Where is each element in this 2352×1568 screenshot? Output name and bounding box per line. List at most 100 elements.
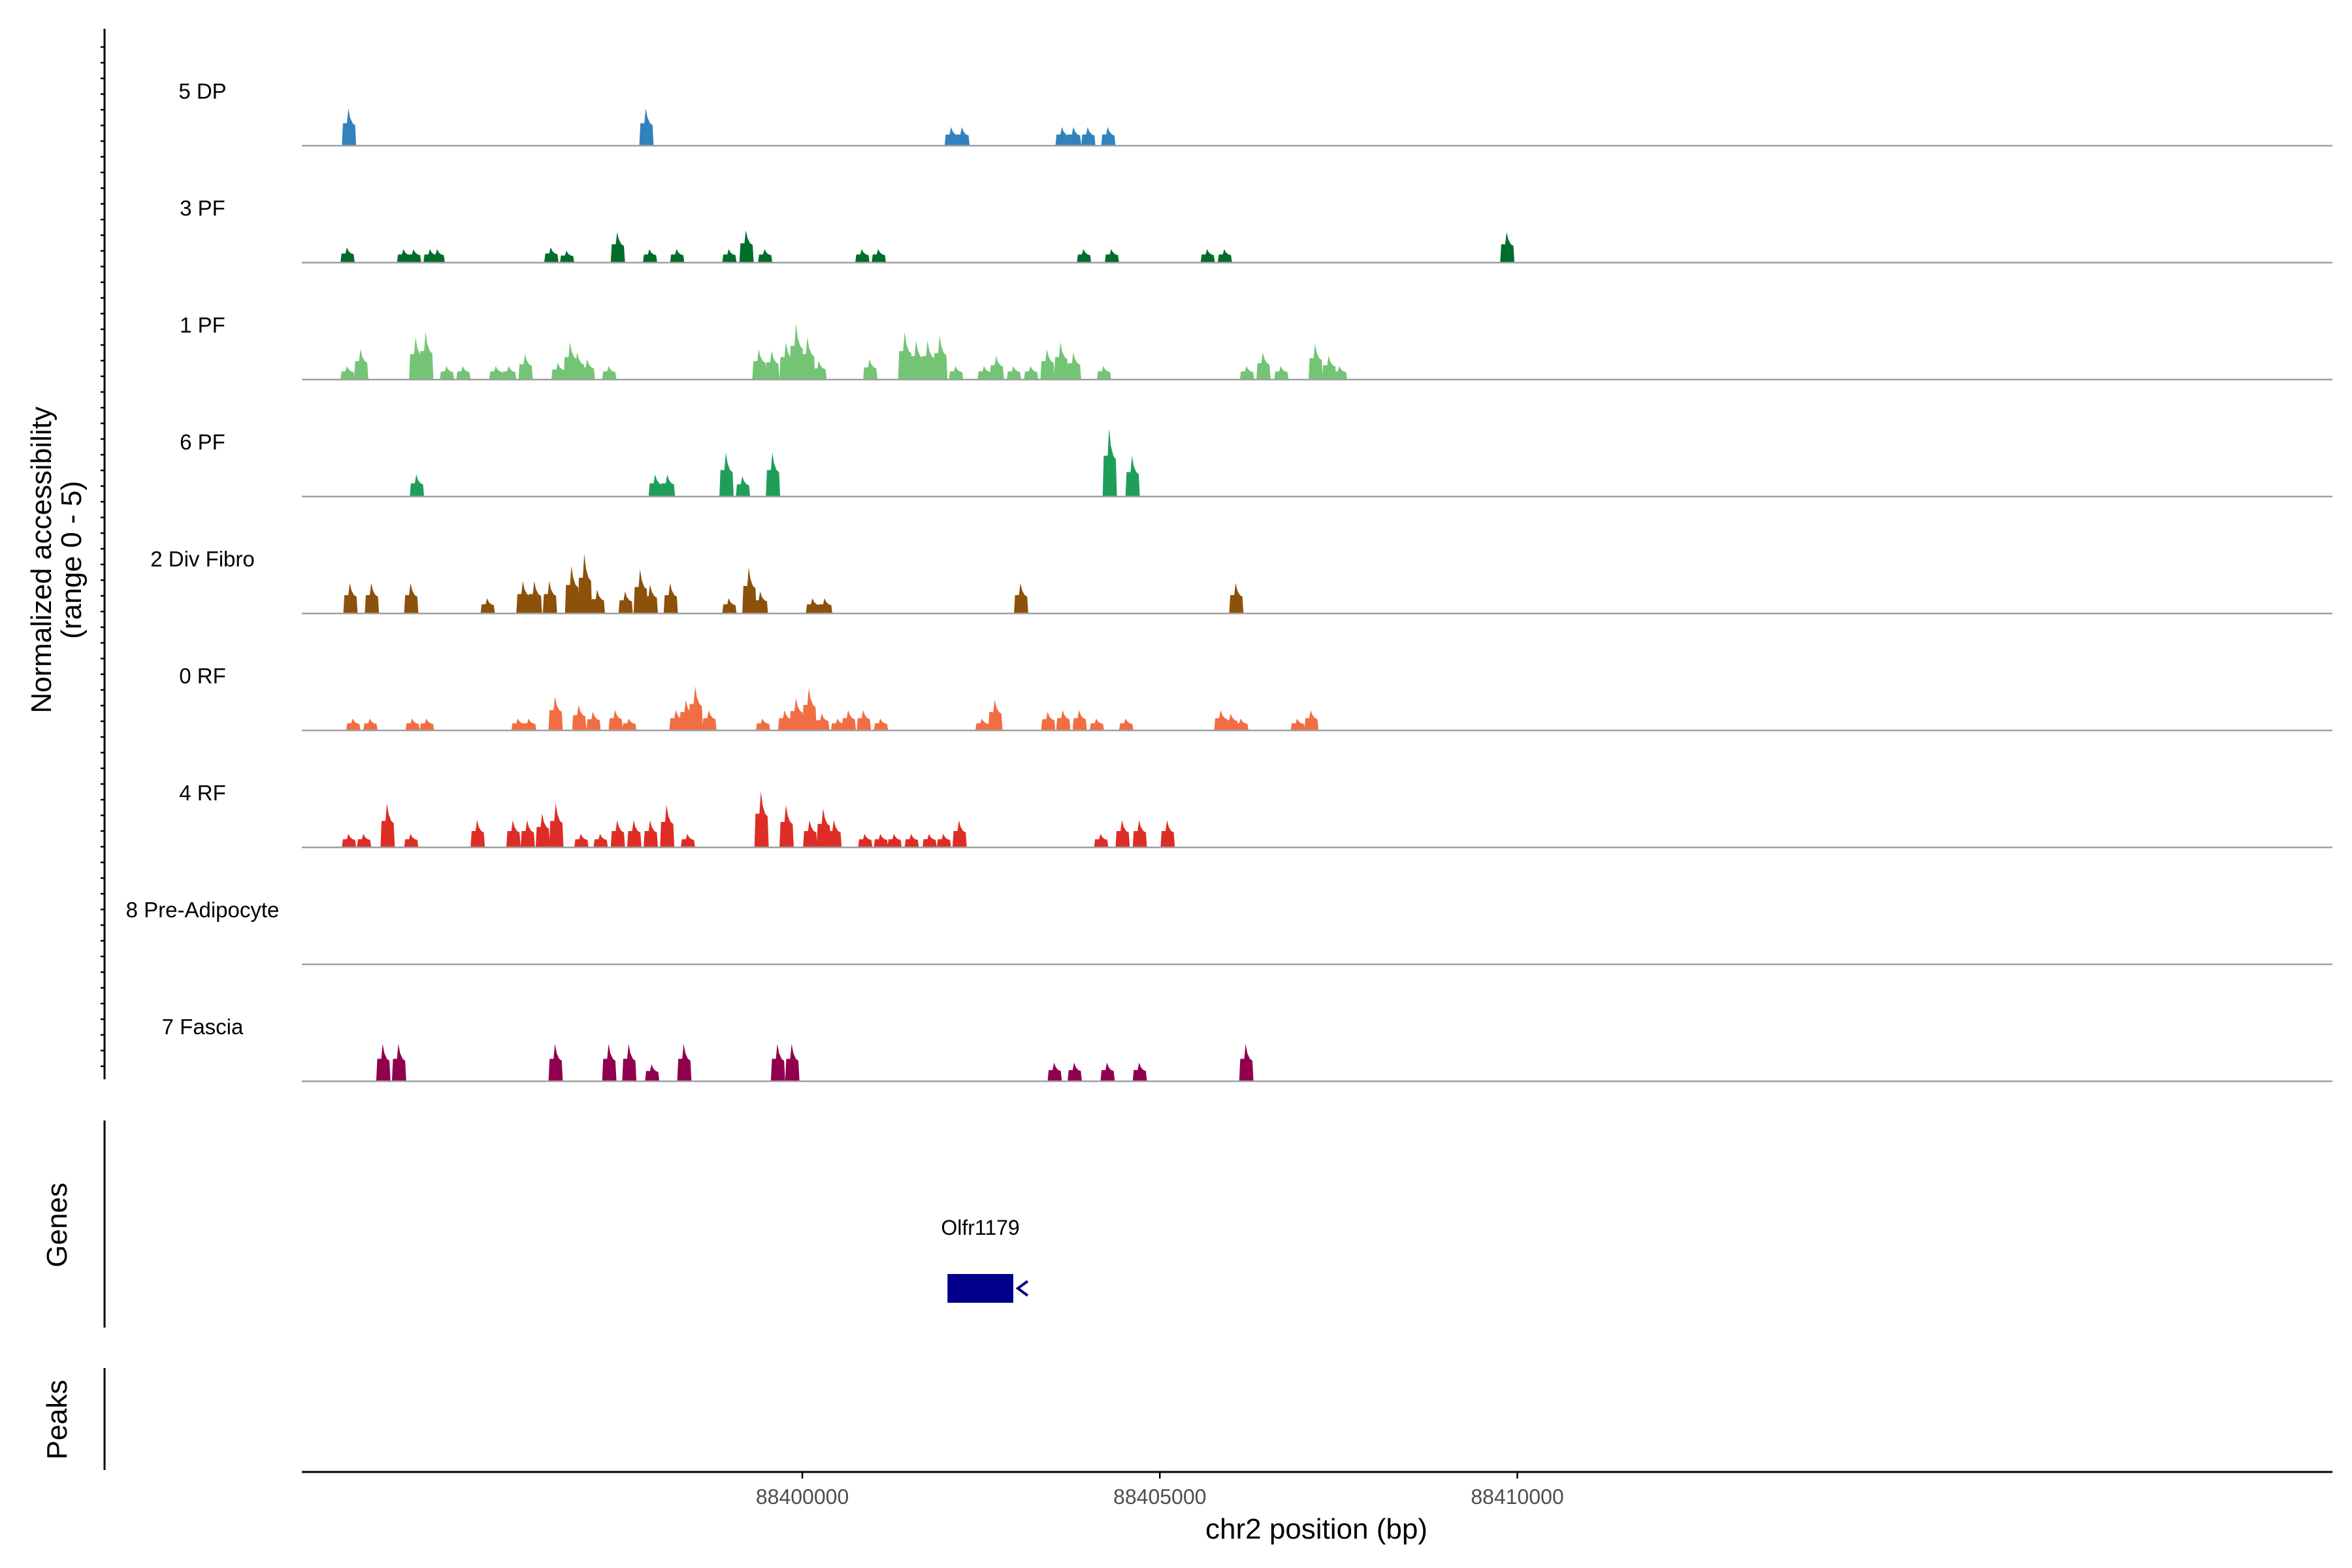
track-label-0-rf: 0 RF bbox=[179, 664, 226, 688]
peak-1-pf-6 bbox=[489, 366, 504, 380]
peak-7-fascia-9 bbox=[1047, 1062, 1062, 1081]
peak-0-rf-17 bbox=[789, 698, 804, 730]
peak-3-pf-11 bbox=[739, 230, 754, 263]
peak-1-pf-27 bbox=[989, 355, 1004, 380]
peak-6-pf-3 bbox=[719, 452, 734, 497]
peak-1-pf-18 bbox=[800, 337, 815, 380]
y-axis-title-line2: (range 0 - 5) bbox=[56, 481, 88, 639]
peak-1-pf-30 bbox=[1040, 349, 1055, 380]
peak-4-rf-30 bbox=[1132, 820, 1147, 847]
peak-0-rf-34 bbox=[1290, 718, 1305, 730]
track-label-1-pf: 1 PF bbox=[180, 313, 225, 337]
peak-1-pf-13 bbox=[602, 366, 617, 380]
peak-3-pf-19 bbox=[1500, 232, 1515, 263]
peak-3-pf-8 bbox=[643, 249, 657, 263]
track-label-4-rf: 4 RF bbox=[179, 781, 226, 805]
peak-0-rf-8 bbox=[586, 711, 601, 730]
peak-3-pf-16 bbox=[1104, 249, 1119, 263]
peak-2-div-fibro-9 bbox=[591, 589, 606, 613]
peak-0-rf-23 bbox=[874, 718, 889, 730]
peak-5-dp-2 bbox=[944, 127, 959, 146]
genes-panel-title: Genes bbox=[41, 1183, 73, 1267]
track-label-8-pre-adipocyte: 8 Pre-Adipocyte bbox=[126, 898, 280, 922]
peak-0-rf-20 bbox=[830, 718, 845, 730]
peak-4-rf-10 bbox=[593, 834, 608, 847]
peak-5-dp-7 bbox=[1101, 127, 1116, 146]
track-4-rf bbox=[302, 791, 2332, 849]
peak-4-rf-15 bbox=[681, 834, 695, 847]
peak-7-fascia-8 bbox=[785, 1043, 800, 1081]
track-label-5-dp: 5 DP bbox=[178, 79, 226, 103]
peak-0-rf-27 bbox=[1056, 710, 1071, 730]
track-label-3-pf: 3 PF bbox=[180, 196, 225, 220]
peak-0-rf-3 bbox=[419, 718, 434, 730]
x-tick-label-0: 88400000 bbox=[756, 1485, 849, 1509]
peak-5-dp-3 bbox=[955, 127, 970, 146]
peak-4-rf-3 bbox=[404, 834, 419, 847]
peak-3-pf-6 bbox=[560, 250, 574, 263]
x-axis-ticks: 88400000 88405000 88410000 bbox=[756, 1472, 1564, 1509]
x-tick-label-1: 88405000 bbox=[1113, 1485, 1206, 1509]
peak-4-rf-27 bbox=[952, 820, 967, 847]
track-0-rf bbox=[302, 686, 2332, 732]
peak-1-pf-28 bbox=[1007, 366, 1021, 380]
peak-2-div-fibro-13 bbox=[663, 583, 678, 613]
peak-4-rf-17 bbox=[779, 805, 794, 847]
peak-0-rf-0 bbox=[346, 718, 361, 730]
peak-4-rf-25 bbox=[922, 834, 937, 847]
peak-6-pf-1 bbox=[648, 474, 663, 497]
peak-1-pf-7 bbox=[502, 366, 517, 380]
peak-0-rf-5 bbox=[522, 718, 536, 730]
peak-3-pf-18 bbox=[1217, 249, 1232, 263]
peak-1-pf-5 bbox=[456, 366, 471, 380]
track-3-pf bbox=[302, 230, 2332, 264]
peak-4-rf-8 bbox=[549, 803, 564, 847]
peak-2-div-fibro-0 bbox=[343, 583, 358, 613]
peak-3-pf-13 bbox=[855, 249, 870, 263]
peak-7-fascia-1 bbox=[391, 1043, 406, 1081]
peak-4-rf-21 bbox=[858, 834, 873, 847]
peak-1-pf-24 bbox=[933, 335, 948, 380]
x-tick-label-2: 88410000 bbox=[1471, 1485, 1563, 1509]
peak-3-pf-12 bbox=[758, 249, 773, 263]
peak-2-div-fibro-12 bbox=[644, 584, 658, 613]
peak-2-div-fibro-10 bbox=[618, 591, 633, 613]
peak-5-dp-0 bbox=[342, 108, 357, 146]
peak-3-pf-2 bbox=[406, 249, 421, 263]
peak-2-div-fibro-18 bbox=[818, 598, 833, 613]
peak-7-fascia-2 bbox=[548, 1043, 563, 1081]
peak-0-rf-7 bbox=[572, 705, 587, 730]
peak-0-rf-2 bbox=[405, 718, 420, 730]
peak-6-pf-4 bbox=[736, 476, 751, 497]
peak-1-pf-8 bbox=[518, 354, 533, 380]
peak-1-pf-15 bbox=[765, 350, 780, 380]
peak-4-rf-22 bbox=[874, 834, 889, 847]
peak-2-div-fibro-7 bbox=[564, 566, 580, 613]
peak-4-rf-14 bbox=[660, 805, 675, 847]
peak-5-dp-4 bbox=[1055, 127, 1070, 146]
peak-4-rf-16 bbox=[754, 791, 769, 847]
peak-5-dp-6 bbox=[1081, 127, 1096, 146]
peaks-panel-title: Peaks bbox=[41, 1380, 73, 1460]
peak-0-rf-10 bbox=[622, 718, 637, 730]
peak-1-pf-20 bbox=[863, 359, 877, 380]
peak-6-pf-6 bbox=[1102, 429, 1117, 497]
peak-2-div-fibro-8 bbox=[578, 554, 593, 613]
peak-4-rf-31 bbox=[1160, 820, 1175, 847]
peak-1-pf-19 bbox=[812, 361, 827, 380]
peak-0-rf-6 bbox=[548, 696, 563, 730]
track-label-7-fascia: 7 Fascia bbox=[162, 1015, 244, 1039]
track-labels: 5 DP 3 PF 1 PF 6 PF 2 Div Fibro 0 RF 4 RF 8 Pre… bbox=[126, 79, 280, 1039]
peak-0-rf-21 bbox=[841, 710, 857, 730]
peak-3-pf-14 bbox=[872, 249, 887, 263]
peak-6-pf-0 bbox=[410, 474, 425, 497]
peak-4-rf-24 bbox=[904, 834, 919, 847]
peak-0-rf-15 bbox=[755, 718, 770, 730]
peak-0-rf-13 bbox=[689, 686, 703, 730]
peak-1-pf-39 bbox=[1333, 366, 1347, 380]
peak-1-pf-35 bbox=[1256, 352, 1271, 380]
peak-1-pf-14 bbox=[752, 349, 767, 380]
peak-0-rf-28 bbox=[1072, 710, 1087, 730]
peak-1-pf-3 bbox=[419, 332, 434, 380]
gene-annotations: Olfr1179 bbox=[941, 1216, 1029, 1303]
